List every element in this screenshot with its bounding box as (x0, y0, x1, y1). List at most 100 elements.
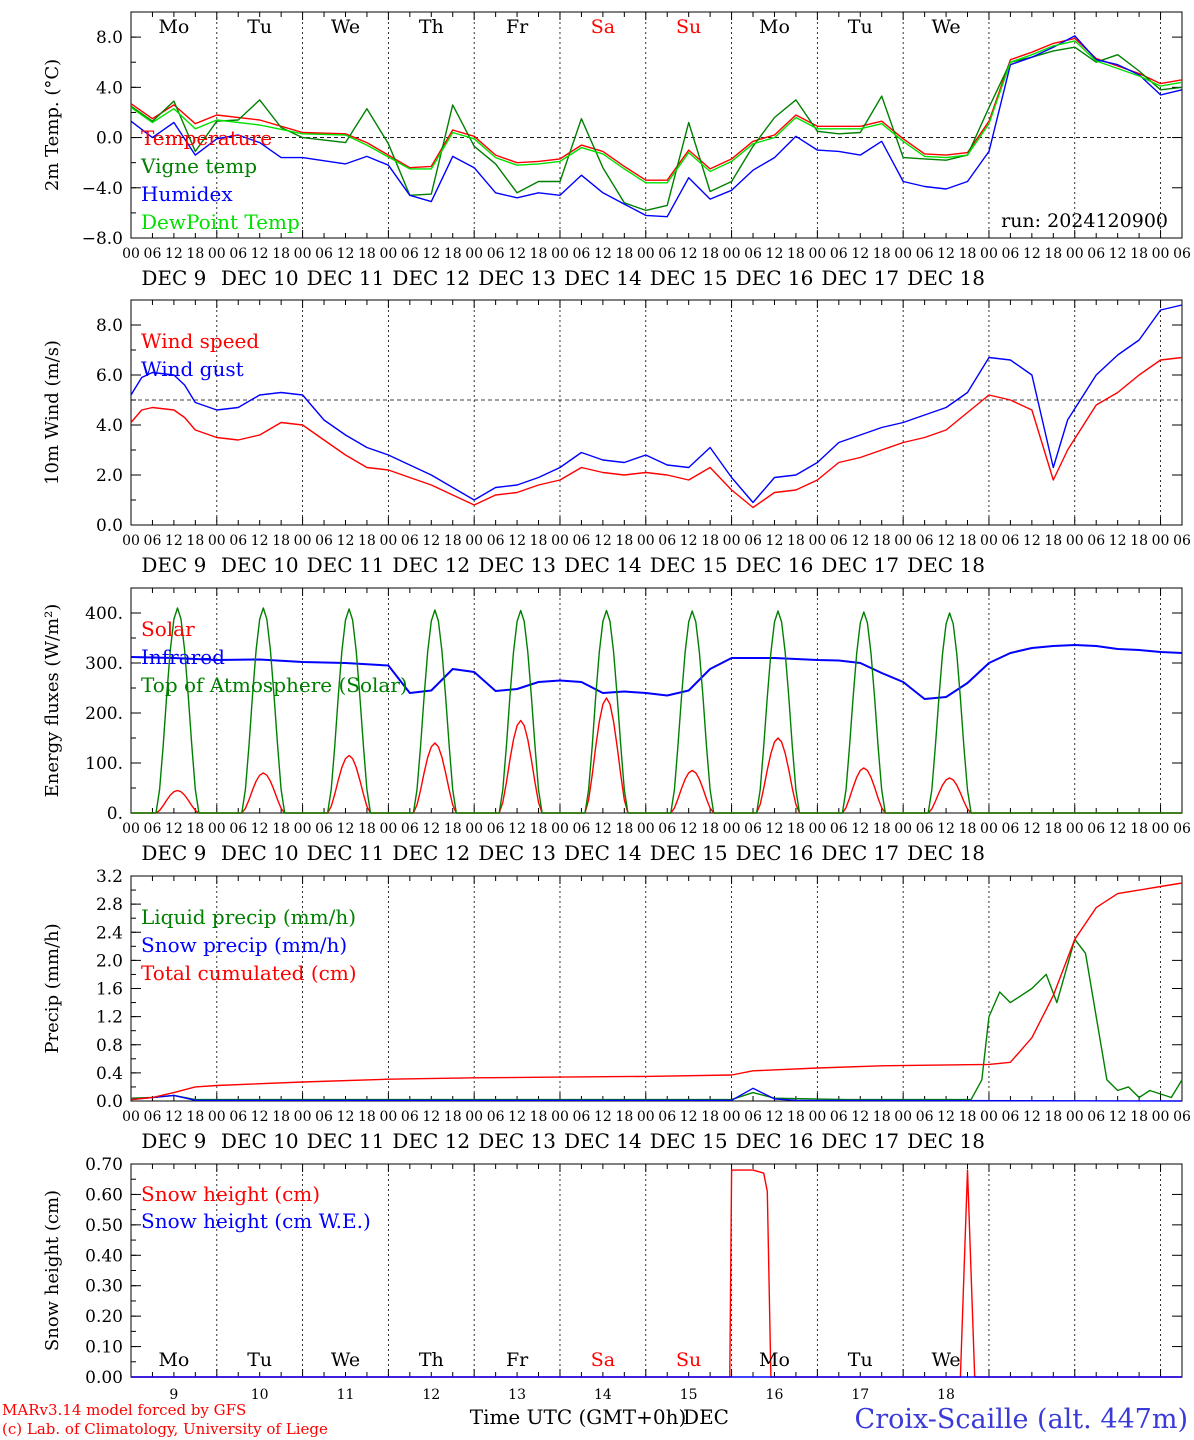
legend-entry: Wind speed (141, 329, 259, 353)
legend-entry: Solar (141, 617, 195, 641)
hour-tick-label: 06 (315, 1109, 333, 1125)
panel-temp (130, 11, 1183, 239)
hour-tick-label: 18 (701, 821, 719, 837)
date-label: DEC 15 (650, 266, 728, 290)
hour-tick-label: 06 (487, 1109, 505, 1125)
hour-tick-label: 00 (379, 821, 397, 837)
legend-entry: Humidex (141, 182, 233, 206)
hour-tick-label: 18 (186, 246, 204, 262)
date-label: DEC 11 (307, 1129, 385, 1153)
hour-tick-label: 12 (594, 1109, 612, 1125)
weekday-label: Fr (506, 16, 529, 38)
weekday-label-bottom: Su (676, 1349, 701, 1371)
hour-tick-label: 06 (1087, 821, 1105, 837)
y-tick-label: 0.00 (85, 1368, 123, 1388)
hour-tick-label: 06 (830, 533, 848, 549)
hour-tick-label: 00 (551, 1109, 569, 1125)
hour-tick-label: 00 (894, 533, 912, 549)
weekday-label-bottom: Th (419, 1349, 444, 1371)
weekday-label-bottom: Tu (247, 1349, 272, 1371)
hour-tick-label: 12 (851, 1109, 869, 1125)
hour-tick-label: 12 (165, 1109, 183, 1125)
hour-tick-label: 06 (144, 246, 162, 262)
date-label: DEC 14 (564, 841, 642, 865)
y-tick-label: 0.0 (96, 129, 123, 149)
hour-tick-label: 12 (508, 246, 526, 262)
hour-tick-label: 06 (229, 821, 247, 837)
hour-tick-label: 18 (186, 533, 204, 549)
hour-tick-label: 12 (594, 246, 612, 262)
y-tick-label: 0.20 (85, 1307, 123, 1327)
hour-tick-label: 00 (980, 1109, 998, 1125)
hour-tick-label: 06 (144, 1109, 162, 1125)
panel-energy (130, 587, 1183, 814)
hour-tick-label: 06 (573, 246, 591, 262)
hour-tick-label: 18 (358, 1109, 376, 1125)
hour-tick-label: 06 (916, 1109, 934, 1125)
day-number-label: 9 (169, 1387, 178, 1403)
weekday-label: Mo (759, 16, 790, 38)
date-label: DEC 17 (821, 841, 899, 865)
hour-tick-label: 06 (1173, 1109, 1191, 1125)
hour-tick-label: 12 (766, 1109, 784, 1125)
hour-tick-label: 00 (980, 246, 998, 262)
hour-tick-label: 12 (1109, 533, 1127, 549)
legend-entry: Infrared (141, 645, 225, 669)
hour-tick-label: 12 (937, 533, 955, 549)
y-tick-label: −8.0 (82, 229, 123, 249)
hour-tick-label: 12 (422, 533, 440, 549)
y-tick-label: 0.60 (85, 1185, 123, 1205)
hour-tick-label: 18 (272, 533, 290, 549)
hour-tick-label: 00 (551, 821, 569, 837)
legend-entry: Total cumulated (cm) (141, 961, 357, 985)
hour-tick-label: 00 (637, 246, 655, 262)
panel-snow (130, 1163, 1183, 1378)
hour-tick-label: 00 (894, 821, 912, 837)
hour-tick-label: 00 (465, 533, 483, 549)
weekday-label: Su (676, 16, 701, 38)
legend-entry: DewPoint Temp (141, 210, 300, 234)
y-axis-label: Precip (mm/h) (42, 923, 63, 1053)
hour-tick-label: 06 (1173, 533, 1191, 549)
hour-tick-label: 06 (401, 821, 419, 837)
hour-tick-label: 12 (937, 821, 955, 837)
hour-tick-label: 06 (487, 821, 505, 837)
hour-tick-label: 12 (766, 533, 784, 549)
hour-tick-label: 12 (1023, 246, 1041, 262)
hour-tick-label: 12 (594, 533, 612, 549)
hour-tick-label: 18 (873, 1109, 891, 1125)
hour-tick-label: 12 (1109, 246, 1127, 262)
hour-tick-label: 00 (637, 821, 655, 837)
hour-tick-label: 18 (701, 1109, 719, 1125)
series-wind-gust (130, 304, 1183, 504)
credit-line-model: MARv3.14 model forced by GFS (2, 1401, 246, 1419)
hour-tick-label: 06 (830, 821, 848, 837)
hour-tick-label: 12 (422, 246, 440, 262)
plot-frame (130, 587, 1183, 814)
hour-tick-label: 06 (1001, 246, 1019, 262)
day-number-label: 18 (937, 1387, 955, 1403)
hour-tick-label: 06 (916, 246, 934, 262)
hour-tick-label: 12 (422, 1109, 440, 1125)
hour-tick-label: 06 (229, 1109, 247, 1125)
weekday-label-bottom: Mo (158, 1349, 189, 1371)
date-label: DEC 17 (821, 266, 899, 290)
hour-tick-label: 06 (1001, 821, 1019, 837)
hour-tick-label: 12 (766, 821, 784, 837)
hour-tick-label: 06 (144, 821, 162, 837)
date-label: DEC 11 (307, 553, 385, 577)
date-label: DEC 9 (141, 841, 206, 865)
date-label: DEC 10 (221, 266, 299, 290)
hour-tick-label: 12 (851, 246, 869, 262)
hour-tick-label: 12 (937, 1109, 955, 1125)
hour-tick-label: 12 (251, 821, 269, 837)
date-label: DEC 13 (478, 266, 556, 290)
hour-tick-label: 00 (379, 1109, 397, 1125)
y-tick-label: 2.8 (96, 895, 123, 915)
y-tick-label: 100. (85, 754, 123, 774)
hour-tick-label: 00 (294, 821, 312, 837)
date-label: DEC 13 (478, 553, 556, 577)
hour-tick-label: 00 (723, 1109, 741, 1125)
hour-tick-label: 18 (701, 246, 719, 262)
hour-tick-label: 00 (1066, 821, 1084, 837)
